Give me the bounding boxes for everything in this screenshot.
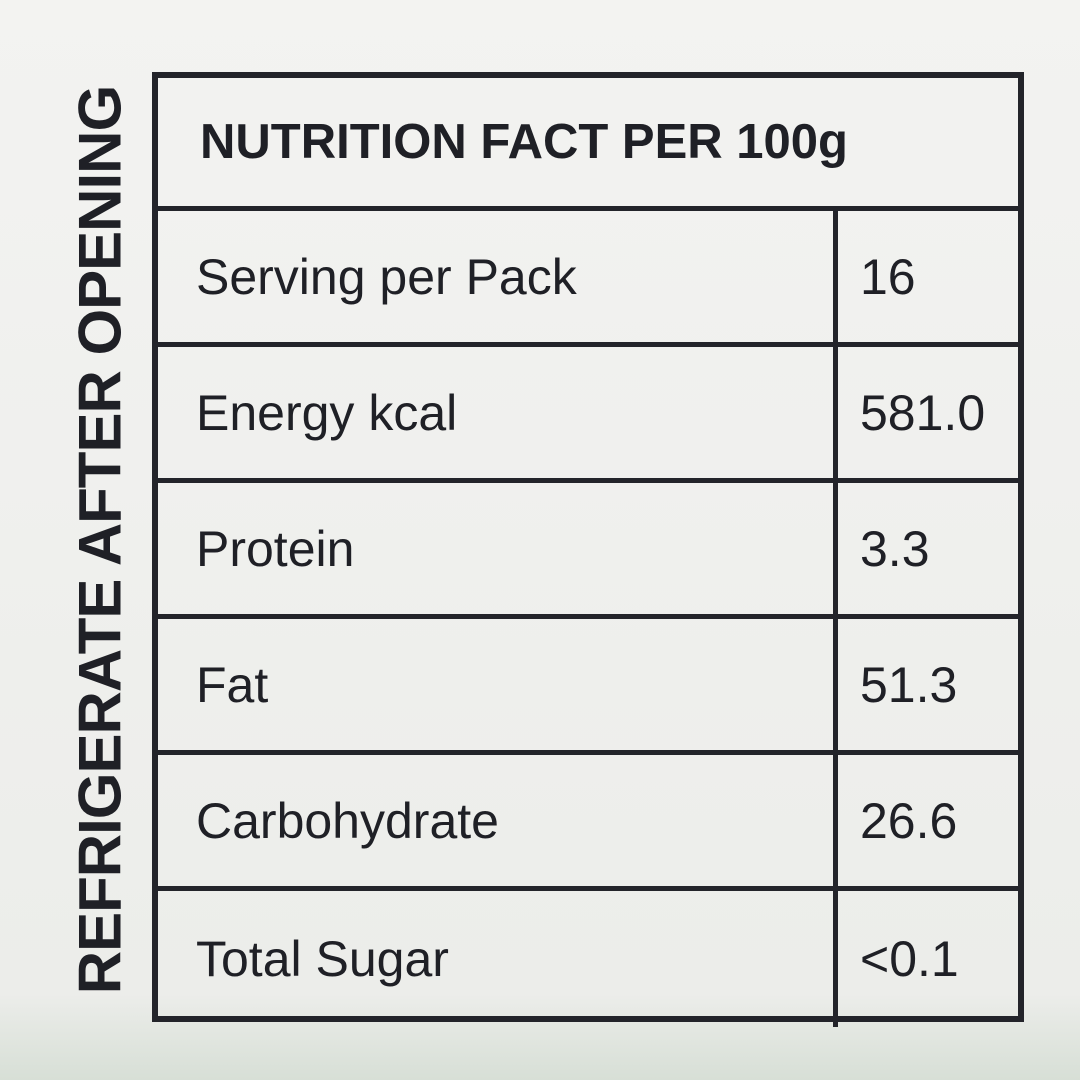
table-row: Carbohydrate 26.6 [158, 755, 1018, 891]
nutrient-value: <0.1 [860, 931, 959, 987]
table-row: Energy kcal 581.0 [158, 347, 1018, 483]
side-text: REFRIGERATE AFTER OPENING [66, 85, 134, 995]
table-row: Protein 3.3 [158, 483, 1018, 619]
nutrient-name: Serving per Pack [158, 211, 838, 342]
nutrient-name: Protein [158, 483, 838, 614]
table-row: Fat 51.3 [158, 619, 1018, 755]
nutrient-value: 3.3 [860, 520, 930, 577]
table-row: Total Sugar <0.1 [158, 891, 1018, 1027]
nutrient-name: Fat [158, 619, 838, 750]
nutrient-value: 51.3 [860, 656, 958, 713]
nutrient-name: Total Sugar [158, 891, 838, 1027]
nutrient-value: 16 [860, 248, 916, 305]
nutrition-table: NUTRITION FACT PER 100g Serving per Pack… [152, 72, 1024, 1027]
nutrient-name: Energy kcal [158, 347, 838, 478]
nutrient-value: 26.6 [860, 792, 958, 849]
table-title: NUTRITION FACT PER 100g [158, 78, 1018, 211]
nutrient-value: 581.0 [860, 384, 986, 441]
nutrient-name: Carbohydrate [158, 755, 838, 886]
table-row: Serving per Pack 16 [158, 211, 1018, 347]
